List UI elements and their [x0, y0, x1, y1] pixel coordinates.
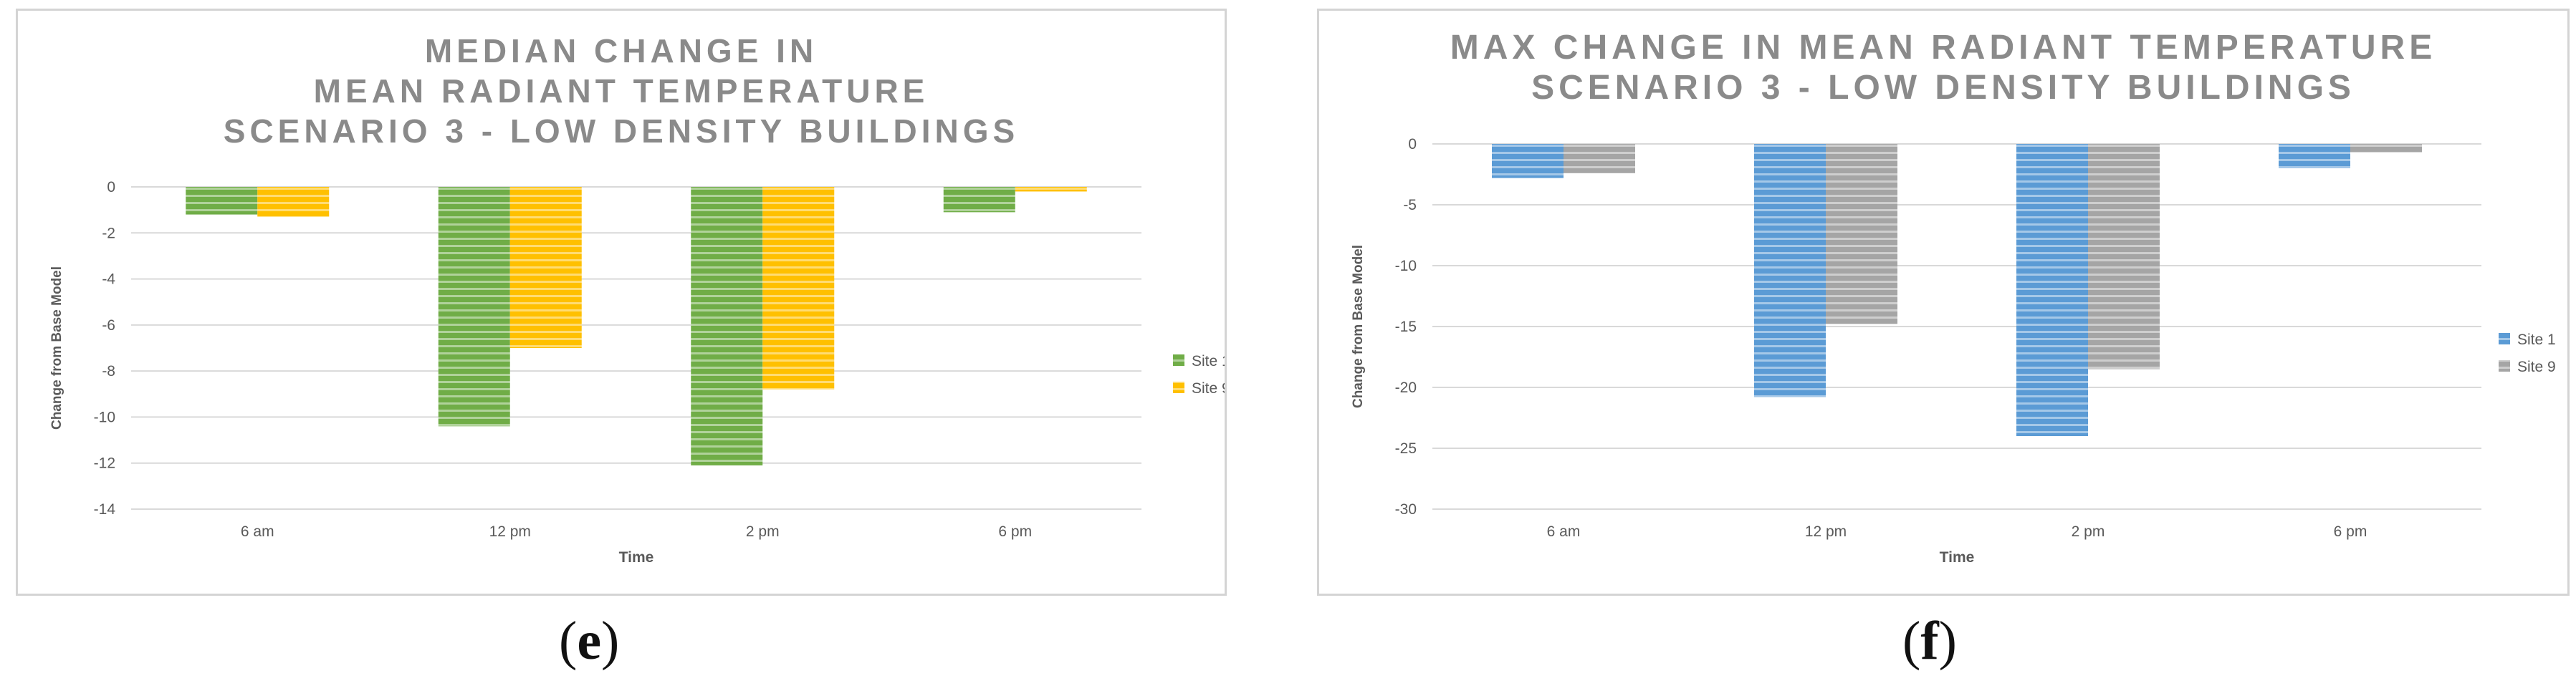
legend-label: Site 9	[1192, 380, 1225, 397]
bar	[1754, 144, 1826, 397]
bar	[257, 187, 330, 217]
y-tick-label: 0	[107, 179, 115, 195]
y-tick-label: -2	[102, 225, 115, 241]
y-tick-label: -30	[1395, 501, 1417, 518]
chart-title-line-2: SCENARIO 3 - LOW DENSITY BUILDINGS	[1531, 69, 2355, 107]
x-tick-label: 6 am	[1547, 523, 1581, 540]
y-axis-label: Change from Base Model	[1351, 245, 1366, 408]
bar	[1826, 144, 1897, 324]
chart-panel-e: MEDIAN CHANGE IN MEAN RADIANT TEMPERATUR…	[16, 9, 1227, 596]
y-tick-label: -10	[1395, 258, 1417, 274]
bar	[1564, 144, 1635, 173]
y-tick-label: -20	[1395, 380, 1417, 396]
y-tick-label: -5	[1403, 197, 1417, 213]
bar	[509, 187, 582, 348]
bar-chart-e: 0 -2 -4 -6 -8 -10 -12 -14 6 am 12 pm 2 pm 6 pm Time C…	[49, 179, 1225, 566]
chart-title: MAX CHANGE IN MEAN RADIANT TEMPERATURE S…	[1319, 28, 2567, 108]
legend-swatch	[1173, 382, 1184, 393]
x-tick-label: 2 pm	[2072, 523, 2105, 540]
bar	[2088, 144, 2160, 369]
legend-swatch	[2499, 333, 2510, 344]
subfigure-label-f: (f)	[1902, 610, 1957, 672]
chart-title: MEDIAN CHANGE IN MEAN RADIANT TEMPERATUR…	[18, 31, 1225, 151]
caption-open-paren: (	[1902, 611, 1921, 671]
chart-title-line-3: SCENARIO 3 - LOW DENSITY BUILDINGS	[223, 112, 1020, 150]
x-tick-label: 12 pm	[1805, 523, 1847, 540]
bar	[2016, 144, 2088, 436]
bar	[2350, 144, 2422, 153]
bar	[943, 187, 1015, 213]
bar	[186, 187, 258, 215]
x-axis-label: Time	[1940, 549, 1975, 566]
y-tick-label: -4	[102, 271, 115, 288]
chart-title-line-1: MAX CHANGE IN MEAN RADIANT TEMPERATURE	[1450, 29, 2437, 67]
caption-close-paren: )	[601, 611, 620, 671]
x-axis-label: Time	[619, 549, 654, 566]
y-tick-label: -6	[102, 317, 115, 334]
chart-panel-f: MAX CHANGE IN MEAN RADIANT TEMPERATURE S…	[1317, 9, 2570, 596]
subfigure-label-e: (e)	[559, 610, 619, 672]
bar	[762, 187, 835, 390]
chart-title-line-2: MEAN RADIANT TEMPERATURE	[313, 72, 929, 110]
y-tick-label: -15	[1395, 319, 1417, 335]
caption-close-paren: )	[1938, 611, 1957, 671]
y-tick-label: -8	[102, 363, 115, 380]
legend-swatch	[1173, 354, 1184, 366]
caption-letter: e	[577, 611, 602, 671]
x-tick-label: 12 pm	[489, 523, 531, 540]
legend-label: Site 9	[2517, 359, 2556, 375]
x-tick-label: 6 pm	[2334, 523, 2367, 540]
legend-swatch	[2499, 360, 2510, 372]
y-tick-label: -10	[94, 409, 115, 425]
y-tick-label: -14	[94, 501, 116, 518]
bar-chart-f: 0 -5 -10 -15 -20 -25 -30 6 am 12 pm 2 pm 6 pm Time C…	[1351, 136, 2556, 566]
legend-label: Site 1	[1192, 353, 1225, 369]
y-axis-label: Change from Base Model	[49, 266, 64, 430]
y-tick-label: -12	[94, 455, 115, 472]
x-tick-label: 6 pm	[998, 523, 1032, 540]
caption-open-paren: (	[559, 611, 578, 671]
legend-label: Site 1	[2517, 332, 2556, 348]
x-tick-label: 6 am	[241, 523, 274, 540]
bar	[2279, 144, 2350, 168]
chart-title-line-1: MEDIAN CHANGE IN	[424, 32, 818, 69]
x-tick-label: 2 pm	[746, 523, 780, 540]
caption-letter: f	[1920, 611, 1939, 671]
bar	[1492, 144, 1564, 178]
y-tick-label: -25	[1395, 440, 1417, 457]
y-tick-label: 0	[1408, 136, 1417, 153]
bar	[1015, 187, 1087, 192]
bar	[691, 187, 763, 465]
bar	[438, 187, 510, 427]
